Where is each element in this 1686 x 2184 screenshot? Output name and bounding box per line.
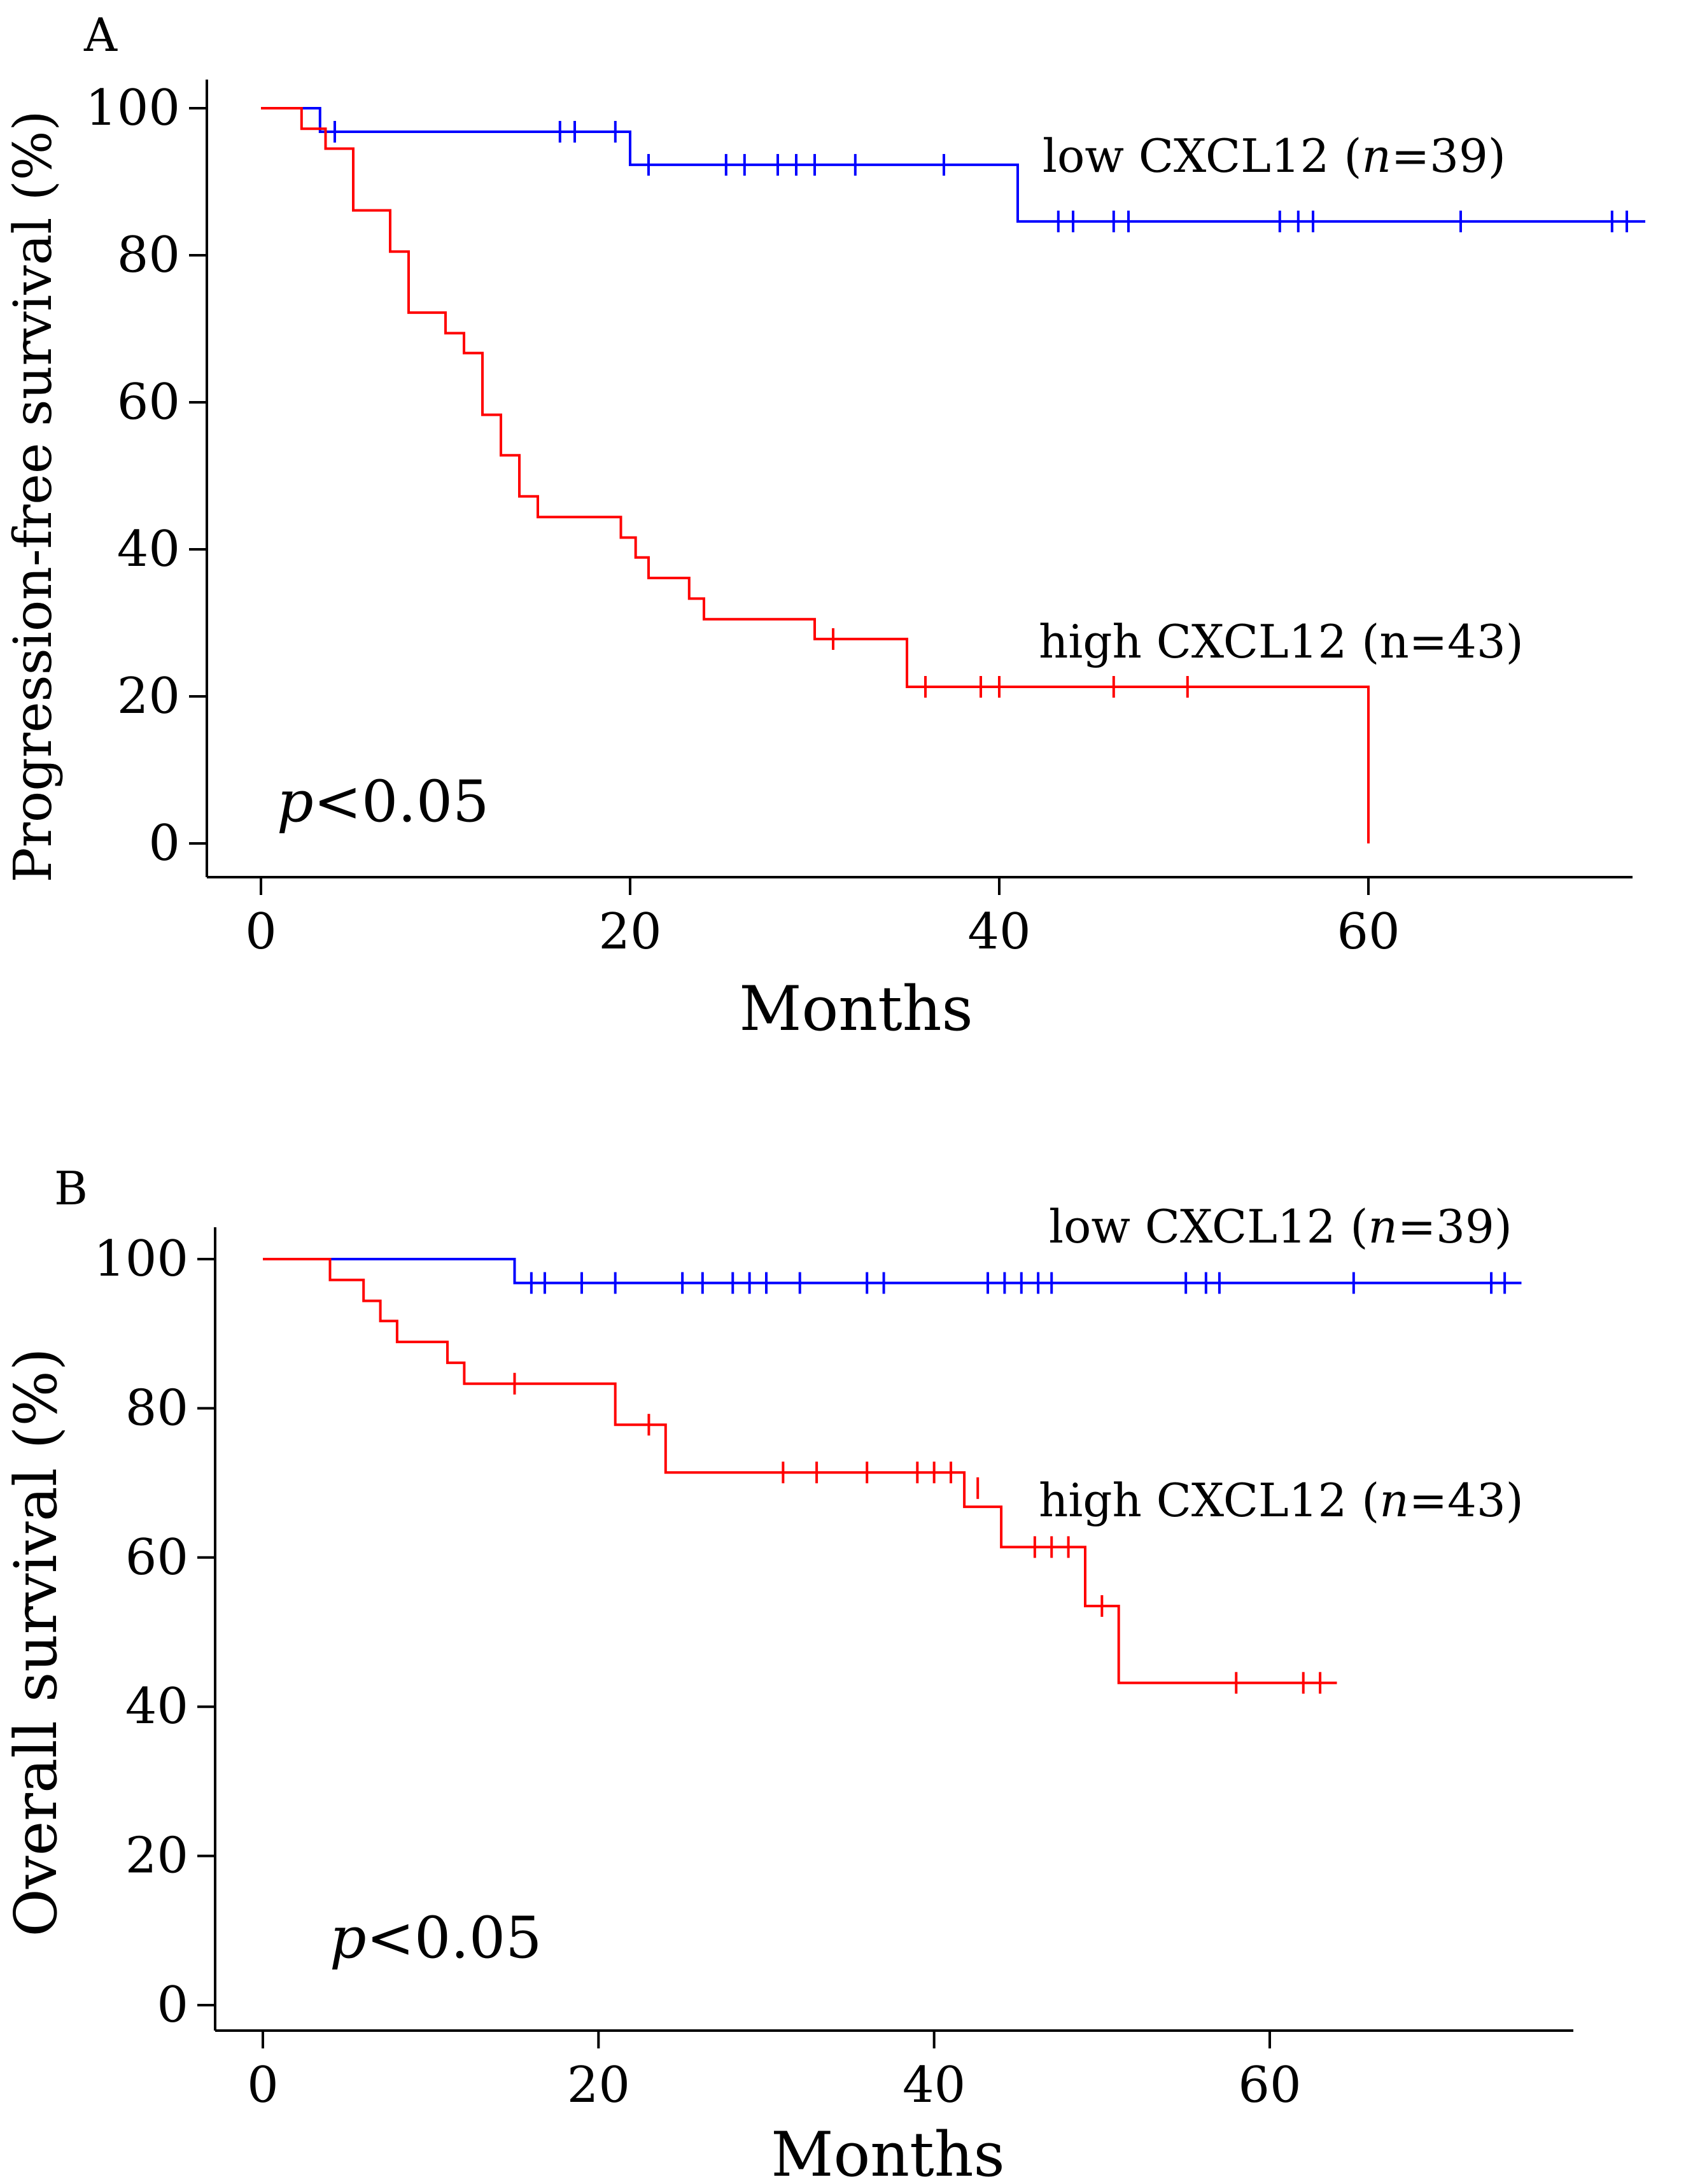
y-tick-label-0: 0	[148, 815, 180, 872]
panel-a-curves	[261, 107, 1645, 843]
panel-b-x-ticks: 0 20 40 60	[247, 2031, 1302, 2114]
panel-b-y-ticks: 0 20 40 60 80 100	[94, 1230, 215, 2034]
y-tick-label-60: 60	[117, 374, 180, 431]
panel-a-y-ticks: 0 20 40 60 80 100	[85, 80, 207, 872]
y-tick-label-20: 20	[125, 1828, 188, 1885]
panel-b-overall-survival: B Overall survival (%) Months 0 20 40 60 80 1…	[2, 1162, 1573, 2184]
curve-high-cxcl12	[263, 1258, 1337, 1684]
y-tick-label-60: 60	[125, 1529, 188, 1586]
y-tick-label-40: 40	[125, 1678, 188, 1735]
x-tick-label-60: 60	[1238, 2057, 1301, 2114]
x-tick-label-20: 20	[567, 2057, 630, 2114]
curve-high-cxcl12	[261, 107, 1370, 843]
panel-b-x-axis-title: Months	[771, 2119, 1005, 2184]
panel-a-x-ticks: 0 20 40 60	[245, 877, 1400, 961]
y-tick-label-40: 40	[117, 521, 180, 578]
curve-low-cxcl12	[261, 107, 1645, 223]
x-tick-label-20: 20	[598, 903, 661, 961]
panel-b-p-value: p<0.05	[330, 1905, 542, 1971]
y-tick-label-80: 80	[125, 1379, 188, 1437]
x-tick-label-40: 40	[967, 903, 1030, 961]
panel-a-legend-low-cxcl12: low CXCL12 (n=39)	[1043, 129, 1506, 183]
y-tick-label-0: 0	[157, 1976, 188, 2034]
panel-a-legend-high-cxcl12: high CXCL12 (n=43)	[1039, 615, 1524, 668]
panel-b-y-axis-title: Overall survival (%)	[2, 1348, 70, 1936]
x-tick-label-0: 0	[245, 903, 277, 961]
panel-b-curves	[263, 1258, 1522, 1694]
panel-a-y-axis-title: Progression-free survival (%)	[3, 111, 64, 883]
panel-a-p-value: p<0.05	[277, 768, 489, 835]
panel-b-letter: B	[54, 1162, 88, 1215]
y-tick-label-80: 80	[117, 227, 180, 284]
curve-low-cxcl12	[263, 1258, 1522, 1285]
panel-a-letter: A	[83, 8, 118, 62]
y-tick-label-20: 20	[117, 668, 180, 725]
y-tick-label-100: 100	[94, 1230, 188, 1288]
x-tick-label-60: 60	[1337, 903, 1400, 961]
x-tick-label-0: 0	[247, 2057, 279, 2114]
panel-b-legend-low-cxcl12: low CXCL12 (n=39)	[1049, 1200, 1512, 1253]
panel-a-x-axis-title: Months	[739, 973, 973, 1045]
panel-a-progression-free-survival: A Progression-free survival (%) Months 0…	[3, 8, 1645, 1045]
panel-b-legend-high-cxcl12: high CXCL12 (n=43)	[1039, 1474, 1524, 1527]
y-tick-label-100: 100	[85, 80, 180, 137]
x-tick-label-40: 40	[903, 2057, 966, 2114]
